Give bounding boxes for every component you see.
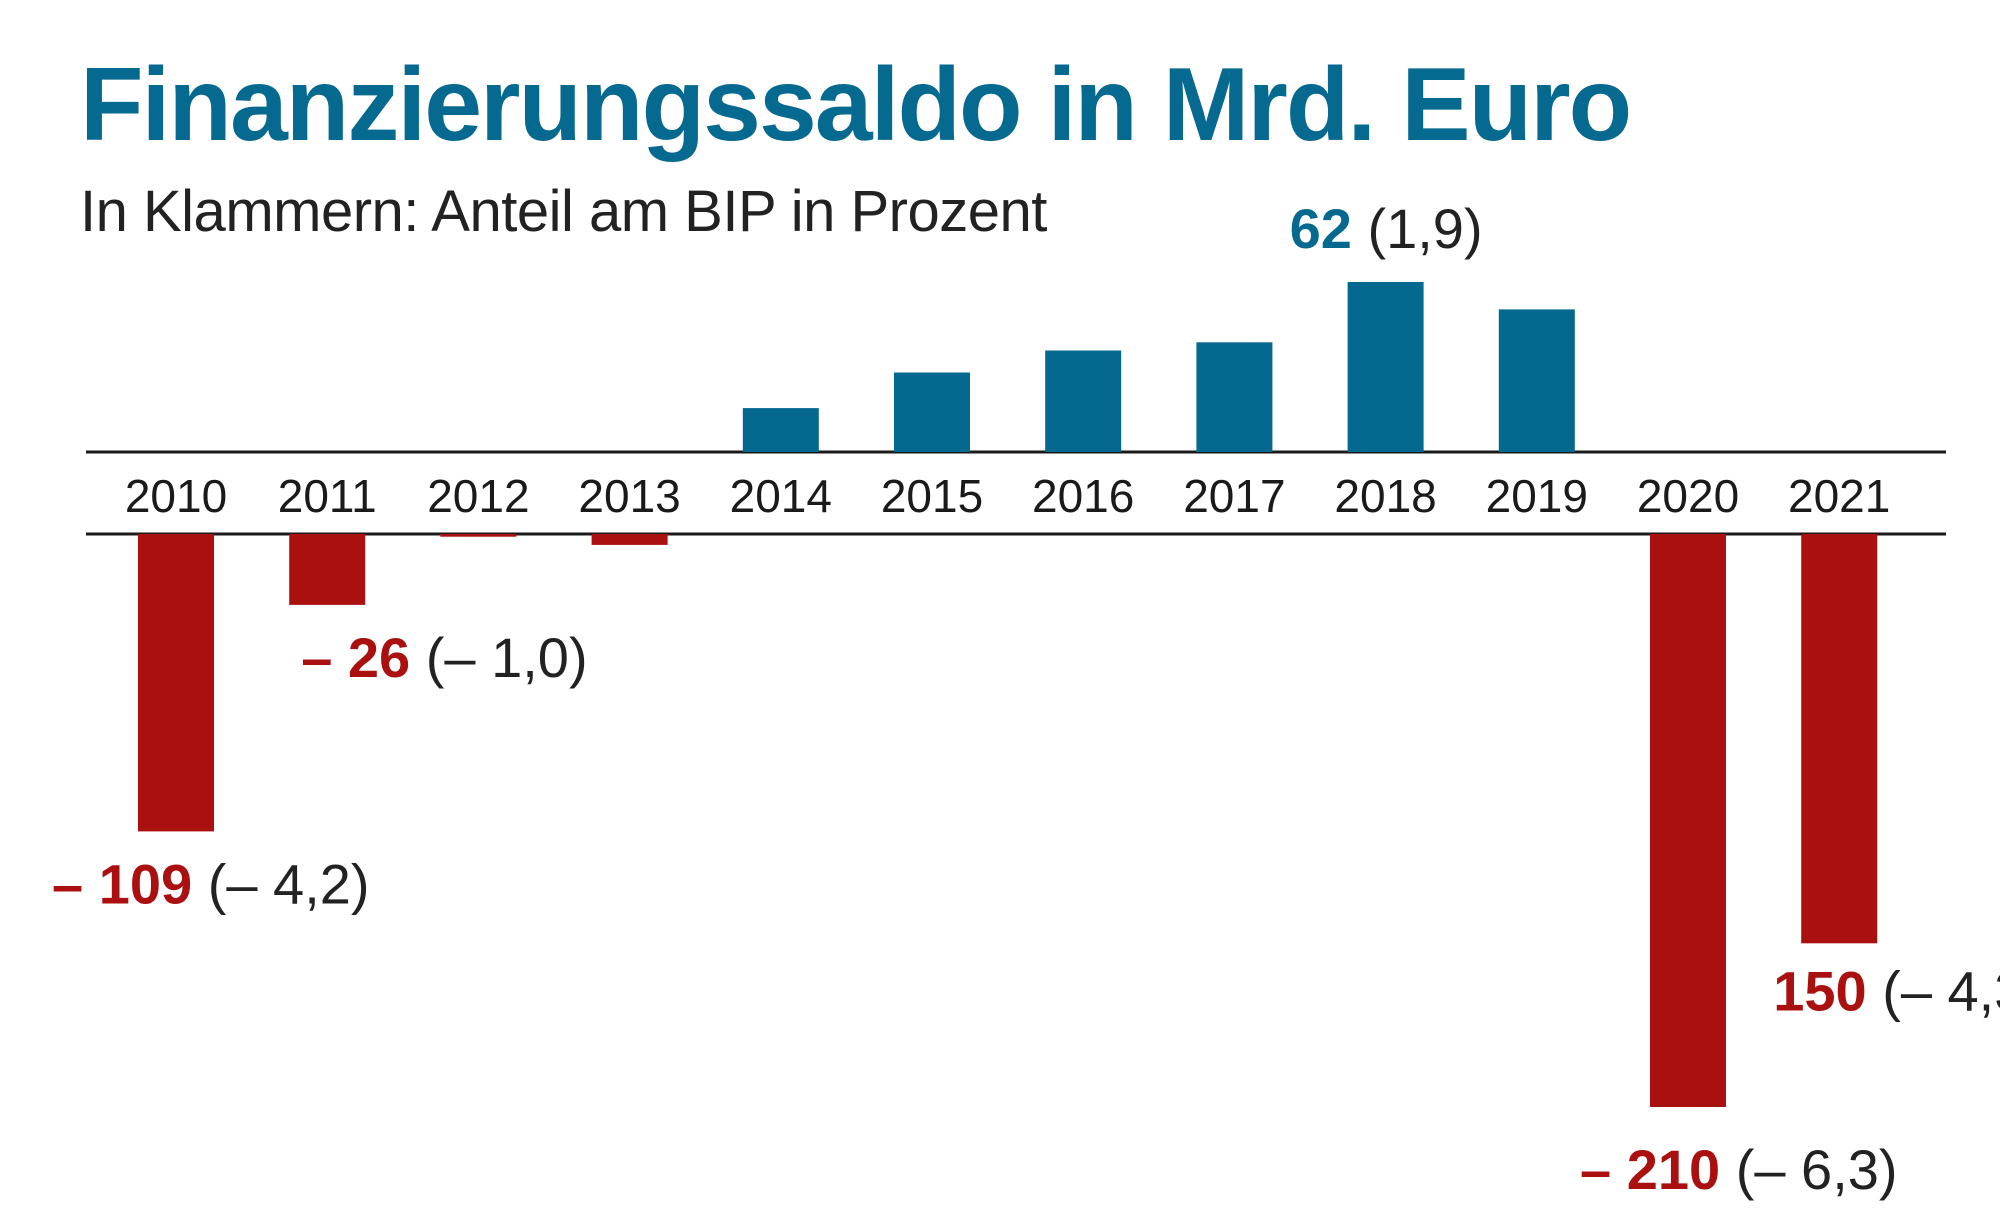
- data-label-share-2020: (– 6,3): [1736, 1138, 1898, 1201]
- data-label-share-2018: (1,9): [1367, 197, 1482, 260]
- chart-title: Finanzierungssaldo in Mrd. Euro: [80, 47, 1632, 163]
- data-label-value-2021: 150: [1773, 959, 1882, 1022]
- bar-2019: [1498, 309, 1575, 452]
- x-tick-label-2018: 2018: [1334, 470, 1436, 522]
- data-label-2018: 62 (1,9): [1290, 197, 1483, 260]
- bar-2013: [591, 534, 668, 545]
- data-label-2020: – 210 (– 6,3): [1580, 1138, 1898, 1201]
- chart-subtitle: In Klammern: Anteil am BIP in Prozent: [80, 179, 1047, 244]
- data-label-value-2010: – 109: [52, 852, 208, 915]
- x-tick-label-2017: 2017: [1183, 470, 1285, 522]
- bar-2014: [742, 408, 819, 452]
- bar-2018: [1347, 282, 1424, 452]
- x-tick-label-2011: 2011: [278, 470, 377, 522]
- data-label-value-2018: 62: [1290, 197, 1368, 260]
- x-tick-label-2021: 2021: [1788, 470, 1890, 522]
- x-tick-label-2020: 2020: [1637, 470, 1739, 522]
- data-label-2011: – 26 (– 1,0): [301, 626, 587, 689]
- bar-2020: [1650, 534, 1726, 1107]
- data-label-share-2010: (– 4,2): [208, 852, 370, 915]
- bar-2017: [1196, 342, 1273, 452]
- data-label-value-2011: – 26: [301, 626, 426, 689]
- data-label-share-2011: (– 1,0): [426, 626, 588, 689]
- bar-2010: [138, 534, 214, 832]
- data-label-share-2021: (– 4,3): [1882, 959, 2000, 1022]
- x-tick-label-2012: 2012: [427, 470, 529, 522]
- x-tick-label-2010: 2010: [125, 470, 227, 522]
- x-tick-label-2015: 2015: [881, 470, 983, 522]
- bar-2012: [440, 534, 517, 537]
- bar-2021: [1801, 534, 1878, 944]
- x-tick-label-2019: 2019: [1486, 470, 1588, 522]
- data-label-value-2020: – 210: [1580, 1138, 1736, 1201]
- bar-2011: [289, 534, 366, 605]
- x-tick-label-2013: 2013: [578, 470, 680, 522]
- x-tick-label-2014: 2014: [730, 470, 832, 522]
- x-tick-label-2016: 2016: [1032, 470, 1134, 522]
- data-label-2010: – 109 (– 4,2): [52, 852, 370, 915]
- bar-2016: [1045, 350, 1122, 452]
- data-label-2021: 150 (– 4,3): [1773, 959, 2000, 1022]
- bar-2015: [894, 372, 970, 452]
